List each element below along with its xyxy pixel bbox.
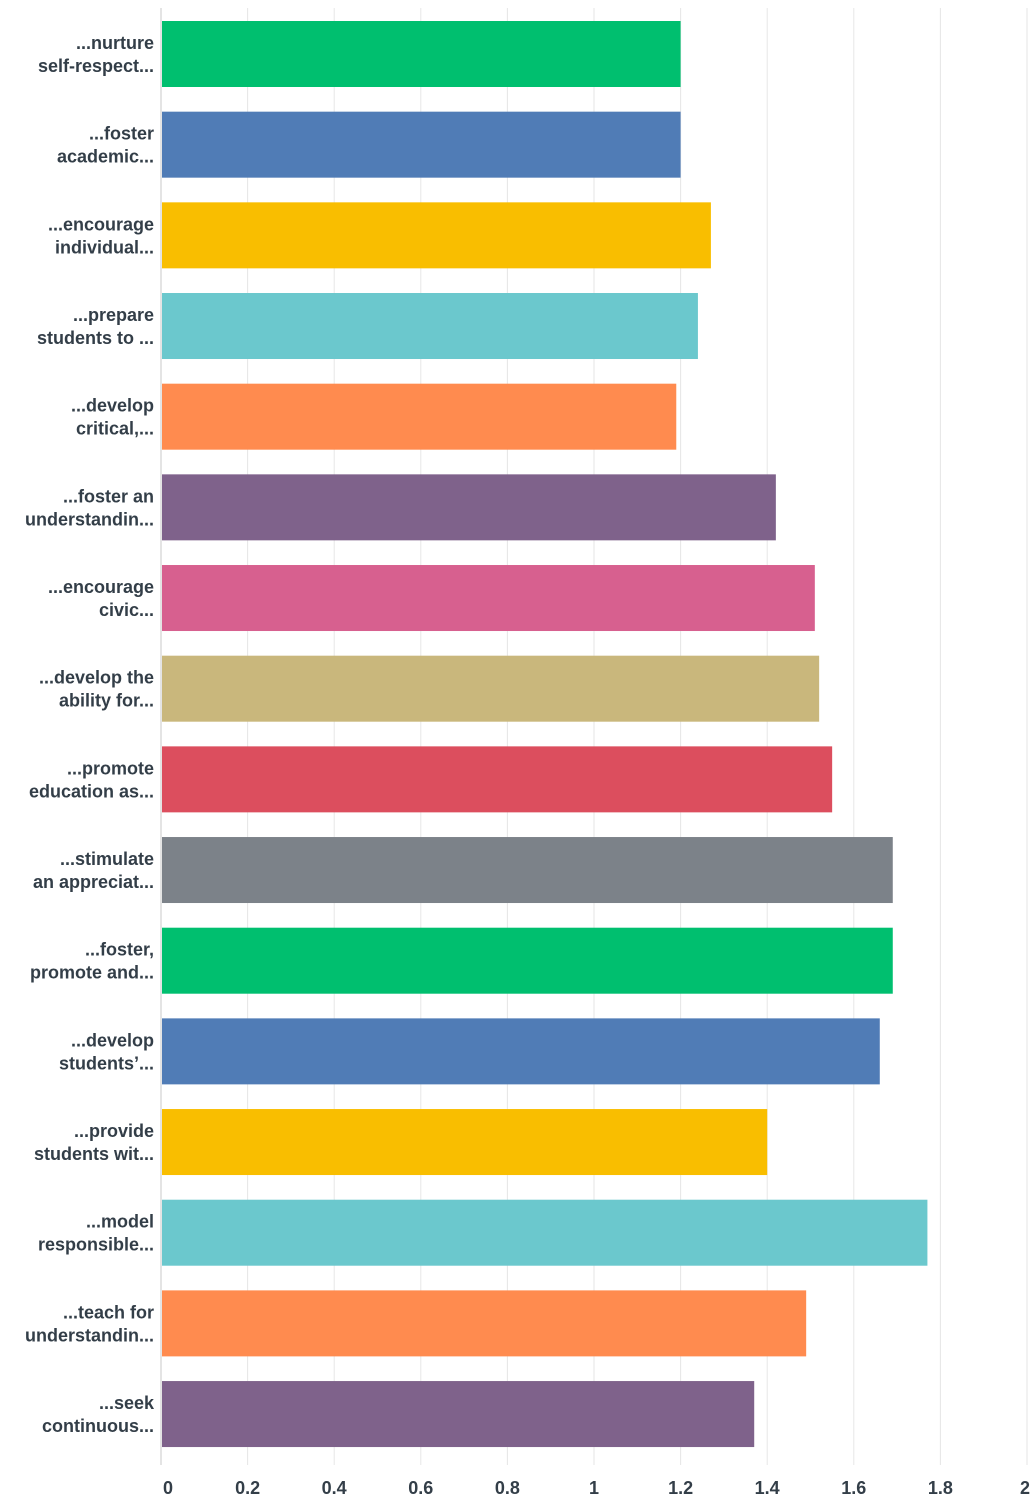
category-label: ...prepare students to ... [37, 305, 154, 348]
bar [162, 1381, 755, 1448]
category-label-line: students wit... [34, 1144, 154, 1164]
category-label: ...encourage individual... [48, 214, 154, 257]
category-label: ...foster, promote and... [30, 940, 154, 983]
category-label: ...stimulate an appreciat... [33, 849, 154, 892]
bar [162, 837, 893, 904]
bar [162, 1199, 928, 1266]
category-label-line: academic... [57, 147, 154, 167]
category-label-line: ...prepare [73, 305, 154, 325]
x-axis-ticks: 0 0.2 0.4 0.6 0.8 1 1.2 1.4 1.6 1.8 2 [163, 1478, 1030, 1498]
category-label-line: ability for... [59, 691, 154, 711]
x-tick-label: 1.6 [841, 1478, 866, 1498]
bar [162, 202, 711, 269]
x-tick-label: 0.8 [495, 1478, 520, 1498]
category-label-line: individual... [55, 237, 154, 257]
bar [162, 21, 681, 87]
x-tick-label: 0.2 [235, 1478, 260, 1498]
category-label: ...provide students wit... [34, 1121, 154, 1164]
category-label: ...foster academic... [57, 124, 154, 167]
x-tick-label: 2 [1020, 1478, 1030, 1498]
category-label-line: self-respect... [38, 56, 154, 76]
x-tick-label: 0.4 [322, 1478, 347, 1498]
category-label-line: understandin... [25, 509, 154, 529]
category-label-line: ...promote [67, 758, 154, 778]
category-label: ...nurture self-respect... [38, 33, 154, 76]
category-label-line: ...develop the [39, 668, 154, 688]
x-tick-label: 0.6 [408, 1478, 433, 1498]
bar [162, 565, 815, 632]
category-label-line: ...foster, [85, 940, 154, 960]
category-label-line: ...encourage [48, 214, 154, 234]
x-tick-label: 1.4 [755, 1478, 780, 1498]
category-label: ...model responsible... [38, 1212, 154, 1255]
x-tick-label: 0 [163, 1478, 173, 1498]
category-label-line: students’... [59, 1053, 154, 1073]
bar [162, 1109, 768, 1176]
category-label-line: ...provide [74, 1121, 154, 1141]
category-label-line: ...nurture [76, 33, 154, 53]
category-label-line: responsible... [38, 1235, 154, 1255]
bar [162, 474, 776, 541]
category-label-line: students to ... [37, 328, 154, 348]
category-label-line: ...stimulate [60, 849, 154, 869]
x-tick-label: 1 [589, 1478, 599, 1498]
category-label: ...develop critical,... [71, 396, 154, 439]
category-label-line: understandin... [25, 1325, 154, 1345]
category-label-line: ...develop [71, 1030, 154, 1050]
category-label-line: ...encourage [48, 577, 154, 597]
bar [162, 383, 677, 450]
bar [162, 1018, 880, 1085]
category-label-line: ...teach for [63, 1302, 154, 1322]
bar [162, 111, 681, 178]
category-label-line: critical,... [76, 419, 154, 439]
category-label: ...teach for understandin... [25, 1302, 154, 1345]
category-label-line: ...develop [71, 396, 154, 416]
category-label: ...encourage civic... [48, 577, 154, 620]
category-label-line: ...model [86, 1212, 154, 1232]
x-tick-label: 1.8 [928, 1478, 953, 1498]
bar [162, 293, 698, 360]
category-label: ...promote education as... [29, 758, 154, 801]
category-label-line: education as... [29, 781, 154, 801]
category-label-line: promote and... [30, 963, 154, 983]
category-label: ...develop students’... [59, 1030, 154, 1073]
bar [162, 746, 833, 813]
category-label-line: ...foster an [63, 486, 154, 506]
category-label-line: civic... [99, 600, 154, 620]
category-label: ...develop the ability for... [39, 668, 154, 711]
bar [162, 1290, 807, 1357]
bar-layer [162, 21, 928, 1448]
bar [162, 655, 820, 722]
category-label: ...seek continuous... [42, 1393, 155, 1436]
category-labels: ...nurture self-respect... ...foster academ… [25, 33, 155, 1436]
category-label-line: ...seek [99, 1393, 155, 1413]
x-tick-label: 1.2 [668, 1478, 693, 1498]
category-label: ...foster an understandin... [25, 486, 154, 529]
category-label-line: an appreciat... [33, 872, 154, 892]
category-label-line: ...foster [89, 124, 154, 144]
bar [162, 927, 893, 994]
category-label-line: continuous... [42, 1416, 154, 1436]
